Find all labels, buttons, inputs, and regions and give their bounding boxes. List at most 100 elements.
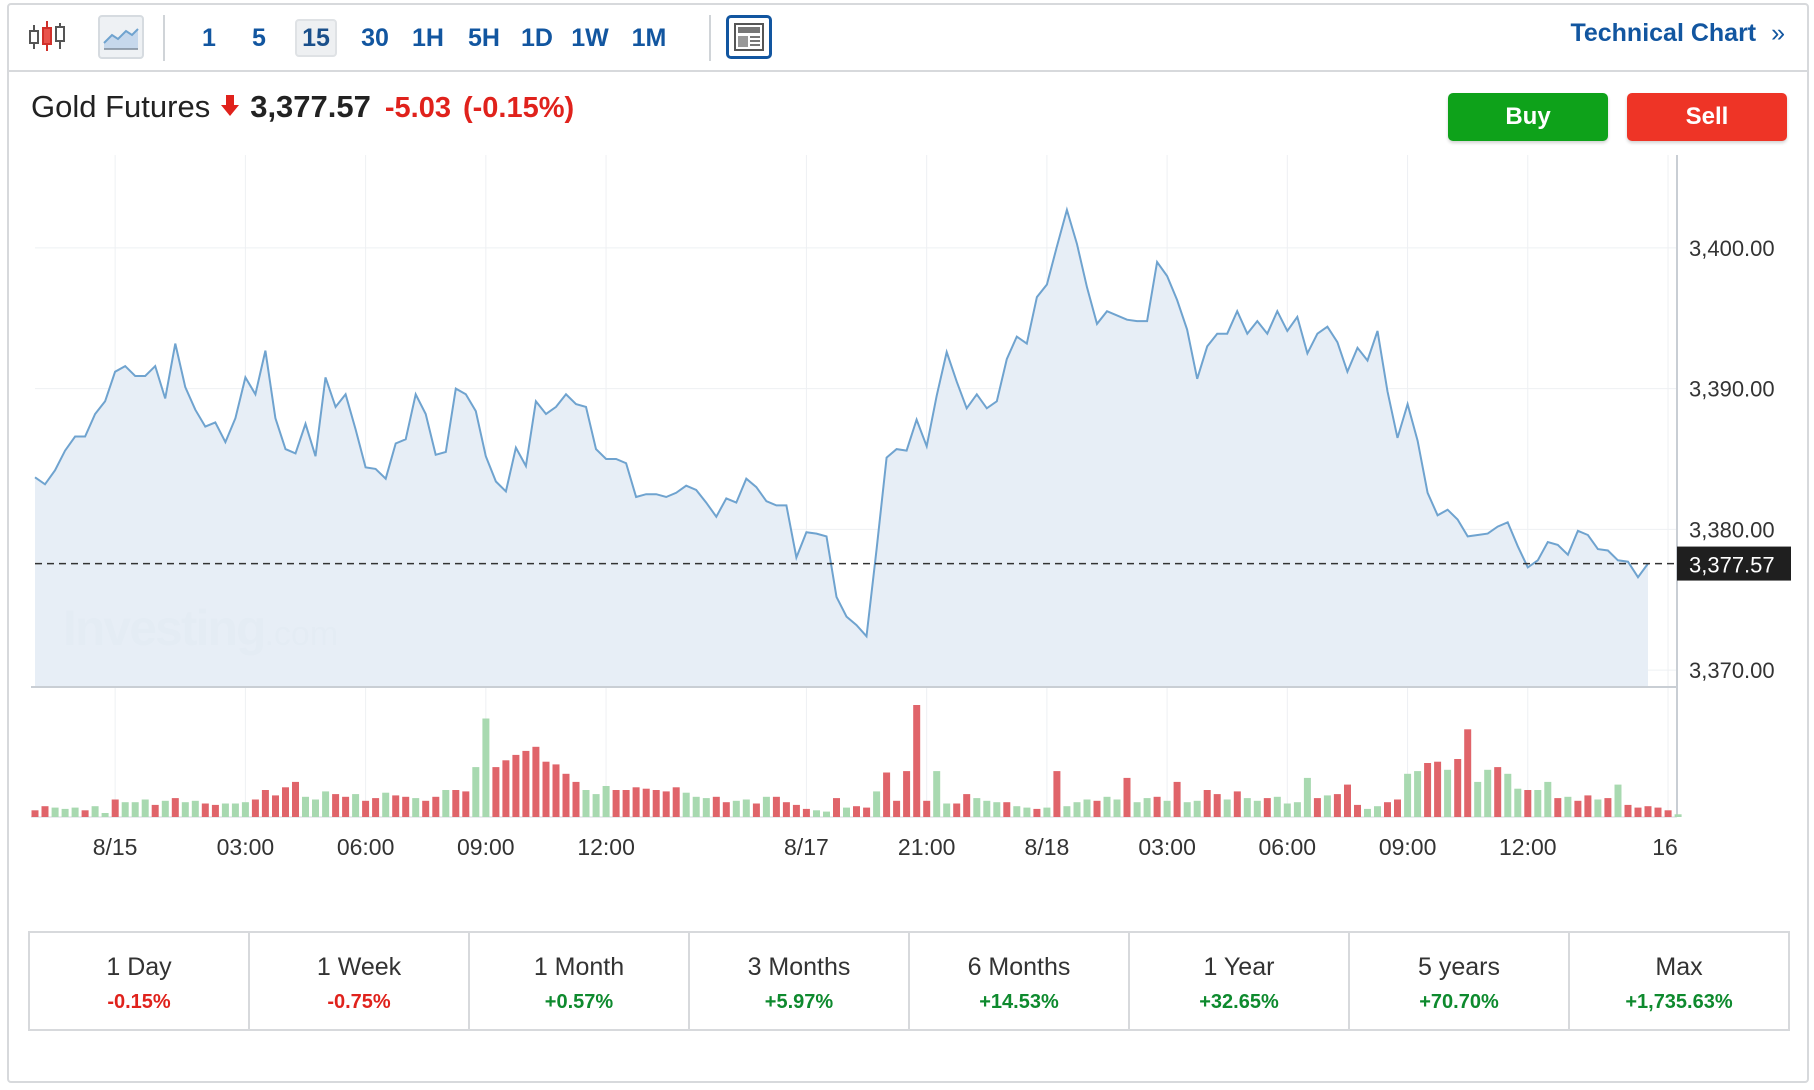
volume-bar: [1093, 800, 1101, 817]
x-tick-label: 06:00: [1259, 834, 1317, 860]
volume-bar: [752, 803, 760, 817]
x-tick-label: 09:00: [1379, 834, 1437, 860]
volume-bar: [131, 802, 139, 817]
volume-bar: [1644, 806, 1652, 817]
volume-bar: [1524, 790, 1532, 817]
volume-bar: [251, 799, 259, 817]
volume-bar: [782, 802, 790, 817]
volume-bar: [201, 803, 209, 817]
volume-bar: [31, 810, 39, 817]
period-change: +1,735.63%: [1625, 991, 1733, 1013]
chart-layout-icon[interactable]: [726, 15, 772, 59]
area-chart-icon[interactable]: [98, 15, 144, 59]
volume-bar: [322, 791, 330, 817]
double-chevron-right-icon: »: [1771, 19, 1785, 47]
volume-bar: [1354, 804, 1361, 817]
price-chart[interactable]: Investing.com3,370.003,380.003,390.003,4…: [9, 5, 1807, 905]
volume-bar: [772, 796, 780, 817]
volume-bar: [452, 790, 460, 817]
period-1-month[interactable]: 1 Month +0.57%: [470, 933, 690, 1029]
volume-bar: [1043, 807, 1051, 817]
volume-bar: [1313, 798, 1321, 817]
volume-bar: [292, 781, 299, 817]
volume-bar: [211, 804, 219, 817]
buy-button[interactable]: Buy: [1448, 93, 1608, 141]
volume-bar: [1133, 802, 1141, 817]
y-tick-label: 3,370.00: [1689, 658, 1775, 683]
volume-bar: [1173, 781, 1181, 817]
volume-bar: [1103, 796, 1111, 817]
period-max[interactable]: Max +1,735.63%: [1570, 933, 1788, 1029]
volume-bar: [552, 764, 560, 817]
technical-chart-link[interactable]: Technical Chart »: [1570, 19, 1785, 48]
volume-bar: [943, 803, 951, 817]
volume-bar: [71, 807, 79, 817]
volume-bar: [392, 795, 400, 817]
period-1-day[interactable]: 1 Day -0.15%: [30, 933, 250, 1029]
period-1-year[interactable]: 1 Year +32.65%: [1130, 933, 1350, 1029]
toolbar-divider: [163, 15, 165, 61]
instrument-header: Gold Futures 3,377.57 -5.03 (-0.15%): [31, 89, 574, 125]
y-tick-label: 3,380.00: [1689, 517, 1775, 542]
volume-bar: [702, 798, 710, 817]
volume-bar: [732, 800, 740, 817]
volume-bar: [682, 792, 690, 817]
volume-bar: [1434, 761, 1442, 817]
period-1-week[interactable]: 1 Week -0.75%: [250, 933, 470, 1029]
volume-bar: [1584, 795, 1592, 817]
chart-widget: 1 5 15 30 1H 5H 1D 1W 1M Technical Chart » Gold …: [7, 3, 1809, 1083]
volume-bar: [1253, 800, 1261, 817]
period-5-years[interactable]: 5 years +70.70%: [1350, 933, 1570, 1029]
volume-bar: [91, 806, 99, 817]
price-change: -5.03: [384, 92, 451, 124]
interval-5h[interactable]: 5H: [468, 24, 500, 52]
volume-bar: [933, 771, 941, 817]
interval-1w[interactable]: 1W: [571, 24, 609, 52]
volume-bar: [1504, 773, 1512, 817]
volume-bar: [1273, 796, 1281, 817]
volume-bar: [1263, 798, 1271, 817]
period-label: 3 Months: [747, 953, 851, 981]
interval-1d[interactable]: 1D: [521, 24, 553, 52]
volume-bar: [332, 794, 340, 817]
sell-button[interactable]: Sell: [1627, 93, 1787, 141]
volume-bar: [241, 802, 249, 817]
volume-bar: [1454, 759, 1462, 817]
period-3-months[interactable]: 3 Months +5.97%: [690, 933, 910, 1029]
volume-bar: [863, 807, 871, 817]
interval-1h[interactable]: 1H: [412, 24, 444, 52]
volume-bar: [1424, 763, 1432, 817]
x-tick-label: 06:00: [337, 834, 395, 860]
interval-5[interactable]: 5: [252, 24, 266, 52]
volume-bar: [792, 804, 800, 817]
volume-bar: [1083, 799, 1091, 817]
x-tick-label: 12:00: [577, 834, 635, 860]
volume-bar: [1364, 808, 1371, 817]
volume-bar: [1223, 799, 1231, 817]
interval-30[interactable]: 30: [361, 24, 389, 52]
period-change: +70.70%: [1419, 991, 1499, 1013]
volume-bar: [1514, 788, 1522, 817]
volume-bar: [51, 807, 59, 817]
interval-15[interactable]: 15: [295, 19, 337, 57]
volume-bar: [372, 798, 380, 817]
volume-bar: [1394, 799, 1401, 817]
volume-bar: [462, 791, 470, 817]
volume-bar: [1123, 777, 1131, 817]
period-6-months[interactable]: 6 Months +14.53%: [910, 933, 1130, 1029]
volume-bar: [903, 771, 911, 817]
volume-bar: [151, 804, 159, 817]
volume-bar: [973, 798, 981, 817]
volume-bar: [672, 787, 680, 817]
candlestick-chart-icon[interactable]: [25, 15, 69, 59]
volume-bar: [692, 796, 700, 817]
period-change: +0.57%: [544, 991, 614, 1013]
volume-bar: [1143, 798, 1151, 817]
volume-bar: [762, 796, 770, 817]
volume-bar: [1604, 798, 1612, 817]
volume-bar: [1213, 794, 1221, 817]
interval-1[interactable]: 1: [202, 24, 216, 52]
volume-bar: [1003, 802, 1011, 817]
volume-bar: [592, 794, 600, 817]
interval-1m[interactable]: 1M: [631, 24, 667, 52]
